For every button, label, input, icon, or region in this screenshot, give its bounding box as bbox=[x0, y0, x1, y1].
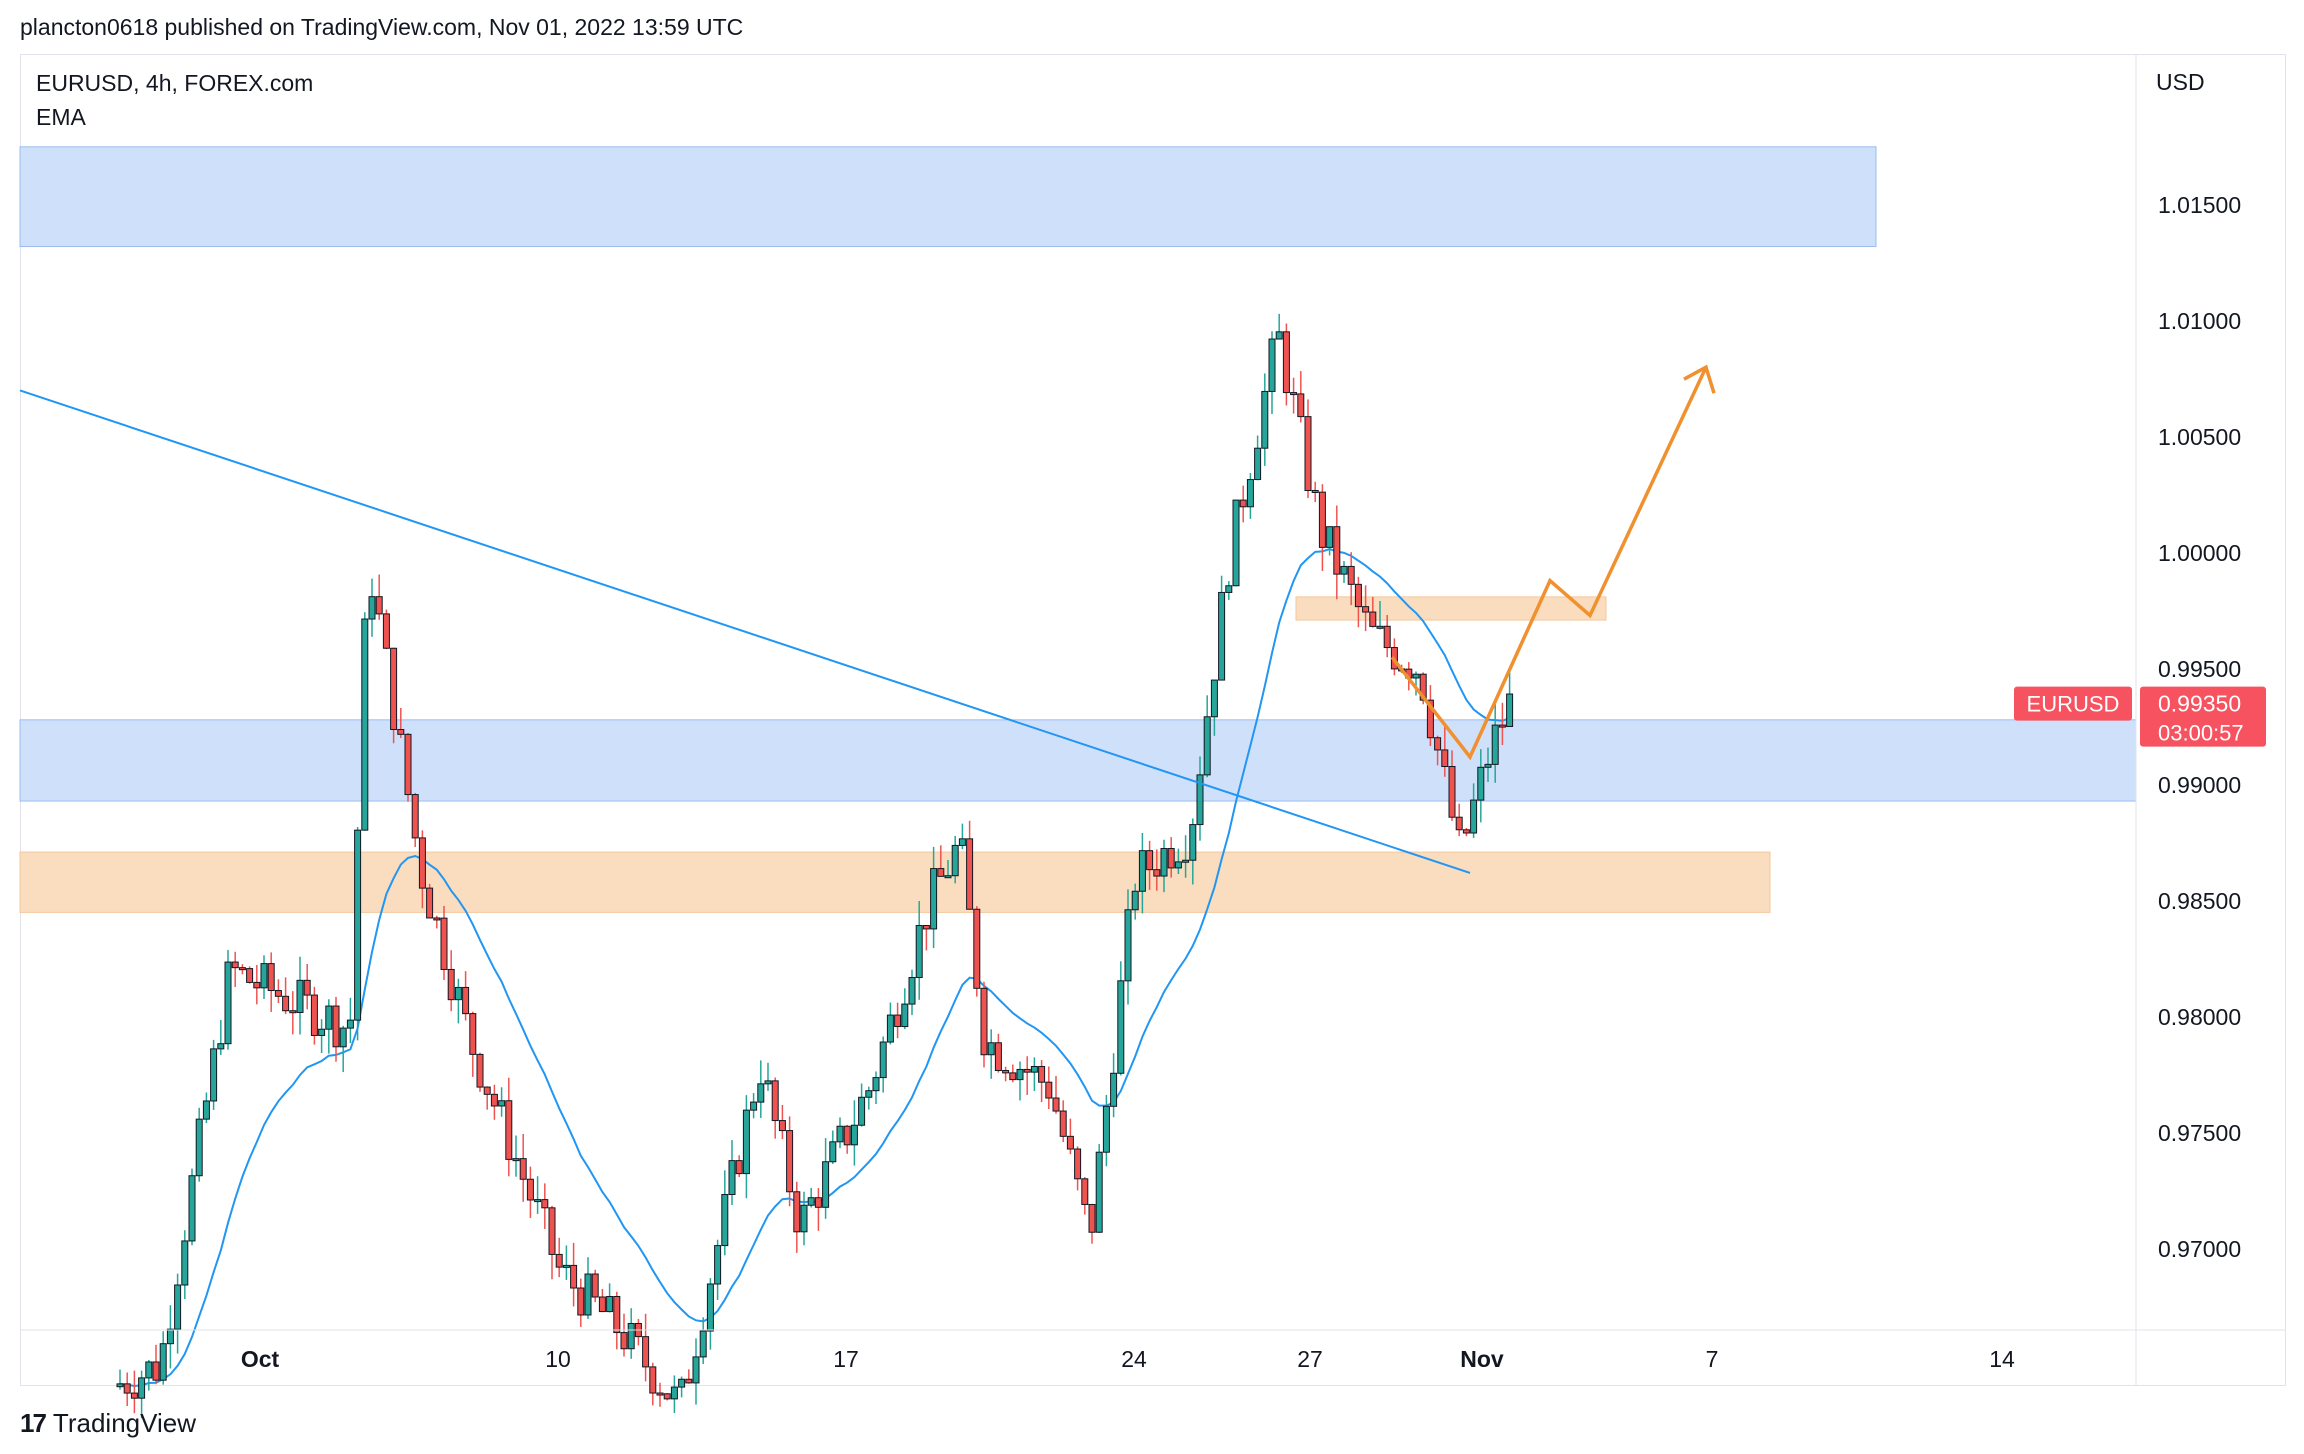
chart-frame bbox=[20, 54, 2286, 1386]
candle bbox=[656, 1382, 664, 1407]
candle-body bbox=[130, 1392, 138, 1399]
tradingview-brand: TradingView bbox=[52, 1407, 196, 1438]
symbol-legend[interactable]: EURUSD, 4h, FOREX.com bbox=[36, 70, 314, 96]
candle-body bbox=[663, 1393, 671, 1400]
tradingview-footer[interactable]: 17 TradingView bbox=[20, 1406, 196, 1440]
indicator-legend[interactable]: EMA bbox=[36, 104, 86, 130]
tradingview-logo-icon: 17 bbox=[20, 1407, 47, 1438]
candle-body bbox=[670, 1386, 678, 1400]
candle bbox=[663, 1393, 671, 1401]
candle-body bbox=[656, 1392, 664, 1396]
publisher-header: plancton0618 published on TradingView.co… bbox=[20, 14, 744, 40]
